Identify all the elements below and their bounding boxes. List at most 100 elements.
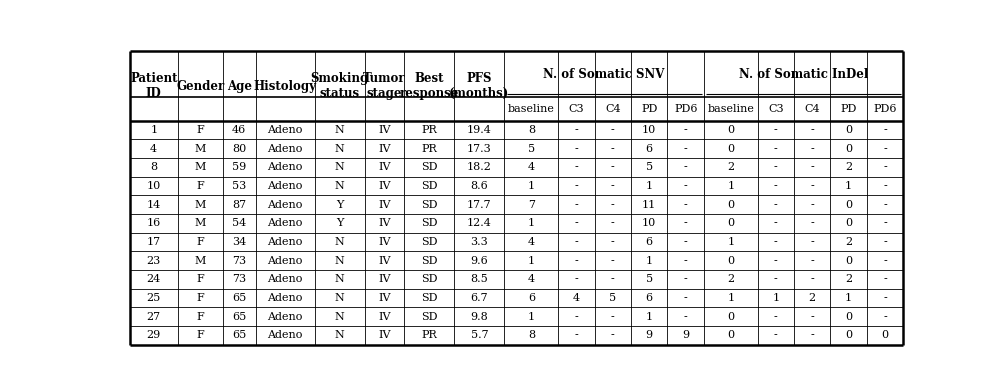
Text: 65: 65 <box>232 330 246 340</box>
Text: -: - <box>883 218 887 229</box>
Text: 8.6: 8.6 <box>471 181 488 191</box>
Text: Adeno: Adeno <box>267 256 302 266</box>
Text: 8: 8 <box>528 125 535 135</box>
Text: 0: 0 <box>845 312 852 322</box>
Text: 34: 34 <box>232 237 246 247</box>
Text: 4: 4 <box>573 293 580 303</box>
Text: 80: 80 <box>232 144 246 154</box>
Text: 6.7: 6.7 <box>471 293 488 303</box>
Text: 12.4: 12.4 <box>467 218 492 229</box>
Text: -: - <box>810 237 814 247</box>
Text: Smoking
status: Smoking status <box>310 72 369 100</box>
Text: 9: 9 <box>682 330 689 340</box>
Text: -: - <box>774 256 778 266</box>
Text: -: - <box>575 163 579 172</box>
Text: PD6: PD6 <box>674 104 698 114</box>
Text: 23: 23 <box>146 256 161 266</box>
Text: M: M <box>195 256 206 266</box>
Text: 0: 0 <box>845 256 852 266</box>
Text: -: - <box>883 293 887 303</box>
Text: F: F <box>197 125 204 135</box>
Text: -: - <box>774 218 778 229</box>
Text: -: - <box>810 163 814 172</box>
Text: N: N <box>335 293 345 303</box>
Text: -: - <box>575 125 579 135</box>
Text: -: - <box>810 181 814 191</box>
Text: 0: 0 <box>727 256 734 266</box>
Text: -: - <box>810 312 814 322</box>
Text: PD: PD <box>841 104 857 114</box>
Text: Adeno: Adeno <box>267 144 302 154</box>
Text: 0: 0 <box>882 330 889 340</box>
Text: SD: SD <box>420 200 437 210</box>
Text: IV: IV <box>378 218 391 229</box>
Text: 9.6: 9.6 <box>471 256 488 266</box>
Text: -: - <box>611 330 615 340</box>
Text: 4: 4 <box>528 237 535 247</box>
Text: -: - <box>774 144 778 154</box>
Text: IV: IV <box>378 125 391 135</box>
Text: 7: 7 <box>528 200 535 210</box>
Text: Patient
ID: Patient ID <box>130 72 177 100</box>
Text: SD: SD <box>420 181 437 191</box>
Text: -: - <box>883 163 887 172</box>
Text: -: - <box>683 125 687 135</box>
Text: -: - <box>774 330 778 340</box>
Text: SD: SD <box>420 275 437 284</box>
Text: -: - <box>611 218 615 229</box>
Text: 1: 1 <box>646 181 653 191</box>
Text: SD: SD <box>420 218 437 229</box>
Text: 0: 0 <box>727 218 734 229</box>
Text: 53: 53 <box>232 181 246 191</box>
Text: 0: 0 <box>727 200 734 210</box>
Text: baseline: baseline <box>708 104 754 114</box>
Text: 17: 17 <box>147 237 161 247</box>
Text: -: - <box>575 181 579 191</box>
Text: 59: 59 <box>232 163 246 172</box>
Text: 5: 5 <box>528 144 535 154</box>
Text: N: N <box>335 312 345 322</box>
Text: 65: 65 <box>232 312 246 322</box>
Text: -: - <box>810 256 814 266</box>
Text: 0: 0 <box>727 144 734 154</box>
Text: -: - <box>611 200 615 210</box>
Text: -: - <box>883 181 887 191</box>
Text: -: - <box>611 163 615 172</box>
Text: 46: 46 <box>232 125 246 135</box>
Text: N: N <box>335 275 345 284</box>
Text: 0: 0 <box>845 144 852 154</box>
Text: SD: SD <box>420 237 437 247</box>
Text: -: - <box>575 330 579 340</box>
Text: -: - <box>575 256 579 266</box>
Text: PFS
(months): PFS (months) <box>450 72 509 100</box>
Text: 4: 4 <box>150 144 157 154</box>
Text: 5: 5 <box>609 293 617 303</box>
Text: 1: 1 <box>528 312 535 322</box>
Text: -: - <box>611 144 615 154</box>
Text: PD6: PD6 <box>873 104 897 114</box>
Text: 10: 10 <box>146 181 161 191</box>
Text: 73: 73 <box>232 275 246 284</box>
Text: PD: PD <box>641 104 657 114</box>
Text: PR: PR <box>421 144 436 154</box>
Text: Age: Age <box>227 80 252 92</box>
Text: -: - <box>774 125 778 135</box>
Text: -: - <box>883 237 887 247</box>
Text: IV: IV <box>378 256 391 266</box>
Text: -: - <box>575 144 579 154</box>
Text: -: - <box>683 256 687 266</box>
Text: 1: 1 <box>528 256 535 266</box>
Text: 1: 1 <box>528 218 535 229</box>
Text: Adeno: Adeno <box>267 181 302 191</box>
Text: 8: 8 <box>528 330 535 340</box>
Text: -: - <box>575 218 579 229</box>
Text: N: N <box>335 144 345 154</box>
Text: 10: 10 <box>642 125 656 135</box>
Text: F: F <box>197 237 204 247</box>
Text: F: F <box>197 275 204 284</box>
Text: Adeno: Adeno <box>267 293 302 303</box>
Text: Adeno: Adeno <box>267 163 302 172</box>
Text: 24: 24 <box>146 275 161 284</box>
Text: -: - <box>683 293 687 303</box>
Text: -: - <box>810 200 814 210</box>
